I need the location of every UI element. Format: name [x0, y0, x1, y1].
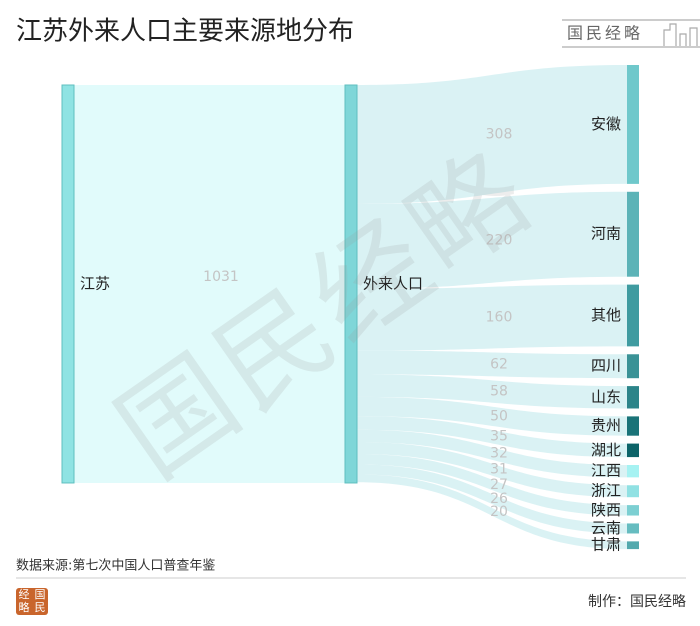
link: [74, 85, 345, 483]
node-label: 甘肃: [591, 536, 621, 554]
badge: 经 国 略 民: [16, 588, 48, 615]
link-value-label: 32: [490, 446, 508, 462]
node: [627, 505, 639, 516]
node: [627, 541, 639, 550]
badge-char: 民: [35, 601, 46, 614]
link-value-label: 26: [490, 491, 508, 507]
node-label: 山东: [591, 388, 621, 406]
node: [627, 485, 639, 498]
link: [357, 429, 627, 478]
node-label: 外来人口: [363, 274, 423, 292]
link: [357, 474, 627, 550]
link-value-label: 1031: [203, 269, 239, 285]
link-value-label: 62: [490, 356, 508, 372]
link: [357, 191, 627, 289]
node: [627, 65, 639, 184]
node-label: 江西: [591, 462, 621, 480]
node: [61, 84, 75, 484]
link-value-label: 220: [486, 232, 513, 248]
link-value-label: 20: [490, 504, 508, 520]
node: [627, 191, 639, 277]
link-value-label: 35: [490, 429, 508, 445]
link-value-label: 50: [490, 408, 508, 424]
link: [357, 454, 627, 516]
link: [357, 374, 627, 409]
link-value-label: 27: [490, 477, 508, 493]
node: [627, 523, 639, 534]
link: [357, 284, 627, 351]
node-label: 江苏: [80, 274, 110, 292]
node: [627, 443, 639, 458]
node-label: 云南: [591, 519, 621, 537]
node: [627, 354, 639, 379]
node-label: 浙江: [591, 482, 621, 500]
link: [357, 416, 627, 458]
source-note: 数据来源:第七次中国人口普查年鉴: [16, 558, 215, 574]
link: [357, 442, 627, 498]
brand-text: 国民经略: [567, 24, 643, 43]
badge-bg: [16, 588, 48, 615]
node: [627, 464, 639, 478]
link: [357, 65, 627, 204]
node-label: 其他: [591, 306, 621, 324]
node: [627, 284, 639, 347]
node: [627, 416, 639, 436]
link: [357, 350, 627, 379]
node-label: 贵州: [591, 417, 621, 435]
link-value-label: 308: [486, 126, 513, 142]
brand-icon: [663, 23, 698, 46]
node: [344, 84, 358, 484]
link-value-label: 31: [490, 462, 508, 478]
node-label: 湖北: [591, 441, 621, 459]
link: [357, 396, 627, 436]
node-label: 安徽: [591, 115, 621, 133]
brand-logo: 国民经略: [562, 19, 700, 48]
chart-title: 江苏外来人口主要来源地分布: [16, 17, 354, 47]
node-label: 河南: [591, 225, 621, 243]
node: [627, 386, 639, 409]
badge-char: 国: [35, 588, 46, 601]
badge-char: 经: [19, 588, 30, 601]
node-label: 四川: [591, 357, 621, 375]
node-label: 陕西: [591, 501, 621, 519]
credit: 制作：国民经略: [588, 594, 686, 610]
link-value-label: 160: [486, 310, 513, 326]
link-value-label: 58: [490, 383, 508, 399]
badge-char: 略: [19, 600, 30, 614]
link: [357, 464, 627, 534]
